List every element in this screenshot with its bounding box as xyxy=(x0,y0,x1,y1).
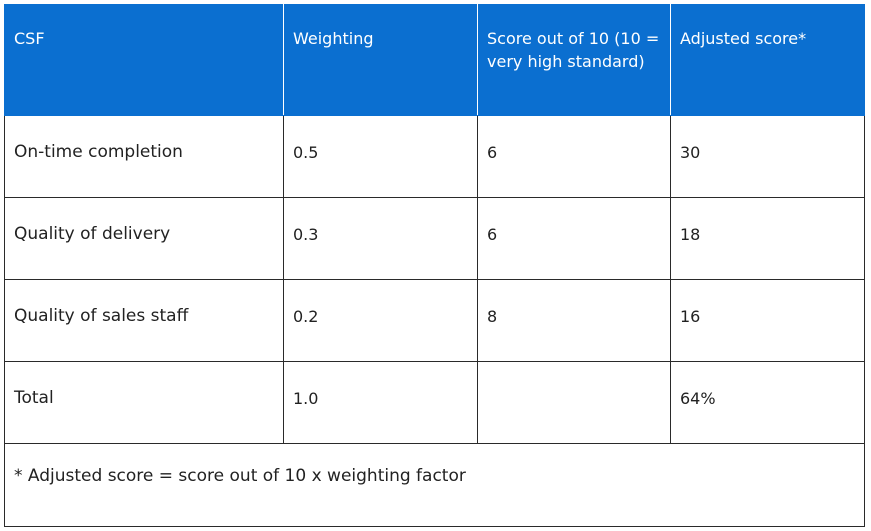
cell-score: 6 xyxy=(477,115,671,198)
cell-adjusted-score: 18 xyxy=(670,197,865,280)
cell-total-weighting: 1.0 xyxy=(283,361,478,444)
cell-csf: Quality of delivery xyxy=(4,197,284,280)
header-csf: CSF xyxy=(4,4,284,116)
cell-adjusted-score: 16 xyxy=(670,279,865,362)
cell-csf: On-time completion xyxy=(4,115,284,198)
cell-score: 6 xyxy=(477,197,671,280)
csf-table-container: CSF Weighting Score out of 10 (10 = very… xyxy=(4,4,865,527)
header-row: CSF Weighting Score out of 10 (10 = very… xyxy=(4,4,865,116)
table-row: Quality of sales staff 0.2 8 16 xyxy=(4,279,865,362)
cell-score: 8 xyxy=(477,279,671,362)
csf-weighting-table: CSF Weighting Score out of 10 (10 = very… xyxy=(4,4,865,527)
total-row: Total 1.0 64% xyxy=(4,361,865,444)
cell-total-label: Total xyxy=(4,361,284,444)
cell-adjusted-score: 30 xyxy=(670,115,865,198)
cell-weighting: 0.2 xyxy=(283,279,478,362)
cell-csf: Quality of sales staff xyxy=(4,279,284,362)
cell-weighting: 0.5 xyxy=(283,115,478,198)
footnote: * Adjusted score = score out of 10 x wei… xyxy=(4,443,865,527)
header-adjusted-score: Adjusted score* xyxy=(670,4,865,116)
table-row: On-time completion 0.5 6 30 xyxy=(4,115,865,198)
header-weighting: Weighting xyxy=(283,4,478,116)
table-row: Quality of delivery 0.3 6 18 xyxy=(4,197,865,280)
cell-weighting: 0.3 xyxy=(283,197,478,280)
footnote-row: * Adjusted score = score out of 10 x wei… xyxy=(4,443,865,527)
cell-total-score xyxy=(477,361,671,444)
cell-total-adjusted-score: 64% xyxy=(670,361,865,444)
header-score: Score out of 10 (10 = very high standard… xyxy=(477,4,671,116)
